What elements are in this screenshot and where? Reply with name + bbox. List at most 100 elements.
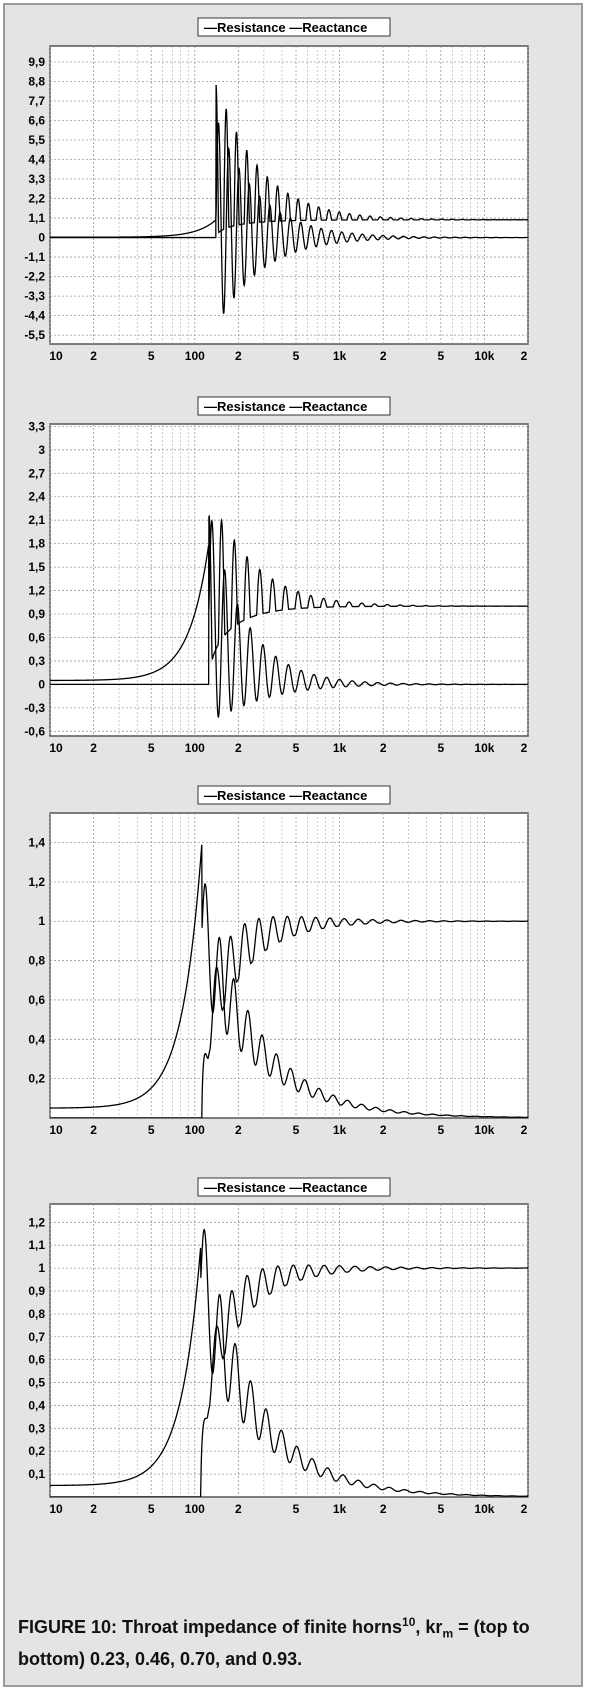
- x-tick-label: 10k: [474, 1123, 494, 1137]
- x-tick-label: 100: [185, 1502, 205, 1516]
- x-tick-label: 5: [293, 1502, 300, 1516]
- x-tick-label: 5: [148, 349, 155, 363]
- y-tick-label: 8,8: [28, 74, 45, 88]
- y-tick-label: -3,3: [24, 289, 45, 303]
- x-tick-label: 5: [293, 741, 300, 755]
- x-tick-label: 1k: [333, 349, 347, 363]
- x-tick-label: 2: [90, 1123, 97, 1137]
- chart-4: 1,2 1,1 1 0,9 0,8 0,7 0,6 0,5 0,4 0,3 0,2 0,1 10 2 5 10…: [28, 1177, 529, 1516]
- y-tick-label: -5,5: [24, 328, 45, 342]
- legend-text: —Resistance —Reactance: [204, 20, 367, 35]
- y-tick-label: 0,7: [28, 1330, 45, 1344]
- series-resistance: [50, 1264, 528, 1497]
- y-tick-label: 4,4: [28, 153, 45, 167]
- x-tick-label: 2: [521, 1123, 528, 1137]
- legend-text: —Resistance —Reactance: [204, 1180, 367, 1195]
- plot-area: [49, 1203, 529, 1498]
- y-tick-label: 0,5: [28, 1376, 45, 1390]
- y-tick-label: 1: [38, 1261, 45, 1275]
- caption-rest: = (top to bottom) 0.23, 0.46, 0.70, and …: [18, 1617, 530, 1669]
- y-tick-label: 1,5: [28, 560, 45, 574]
- y-tick-label: 2,1: [28, 513, 45, 527]
- x-tick-label: 5: [437, 741, 444, 755]
- legend-text: —Resistance —Reactance: [204, 788, 367, 803]
- x-tick-label: 2: [380, 1123, 387, 1137]
- y-tick-label: 2,7: [28, 466, 45, 480]
- y-tick-label: 2,2: [28, 192, 45, 206]
- y-tick-label: 0: [38, 677, 45, 691]
- x-tick-label: 100: [185, 349, 205, 363]
- y-tick-label: 0: [38, 231, 45, 245]
- legend-reactance: —Reactance: [286, 399, 368, 414]
- y-tick-label: 9,9: [28, 55, 45, 69]
- y-tick-label: 0,9: [28, 607, 45, 621]
- y-tick-label: 2,4: [28, 490, 45, 504]
- x-tick-label: 5: [437, 1502, 444, 1516]
- y-tick-label: 1,2: [28, 584, 45, 598]
- series-resistance: [50, 514, 528, 686]
- x-tick-label: 2: [521, 1502, 528, 1516]
- x-tick-label: 5: [293, 1123, 300, 1137]
- legend-box: [197, 17, 391, 37]
- y-tick-label: 1,8: [28, 537, 45, 551]
- y-tick-label: 0,4: [28, 1398, 45, 1412]
- series-reactance: [50, 519, 528, 719]
- x-tick-label: 2: [90, 741, 97, 755]
- y-tick-label: 0,8: [28, 954, 45, 968]
- y-tick-label: 7,7: [28, 94, 45, 108]
- legend-reactance: —Reactance: [286, 788, 368, 803]
- x-tick-label: 100: [185, 741, 205, 755]
- chart-3: 1,4 1,2 1 0,8 0,6 0,4 0,2 10 2 5 100 2 5 1k 2 5 10k 2 —Res…: [28, 785, 529, 1137]
- x-tick-label: 10: [49, 349, 63, 363]
- legend-resistance: —Resistance: [204, 1180, 286, 1195]
- caption-lead: FIGURE 10: Throat impedance of finite ho…: [18, 1617, 403, 1637]
- x-tick-label: 1k: [333, 1502, 347, 1516]
- legend-resistance: —Resistance: [204, 399, 286, 414]
- y-tick-label: 0,3: [28, 654, 45, 668]
- legend-resistance: —Resistance: [204, 788, 286, 803]
- x-tick-label: 5: [148, 1123, 155, 1137]
- x-tick-label: 2: [521, 349, 528, 363]
- legend-text: —Resistance —Reactance: [204, 399, 367, 414]
- x-tick-label: 2: [380, 1502, 387, 1516]
- y-tick-label: 0,9: [28, 1284, 45, 1298]
- legend-box: [197, 1177, 391, 1197]
- figure-caption: FIGURE 10: Throat impedance of finite ho…: [18, 1610, 573, 1672]
- x-tick-label: 2: [521, 741, 528, 755]
- legend-box: [197, 396, 391, 416]
- x-tick-label: 10k: [474, 741, 494, 755]
- y-tick-label: 1: [38, 914, 45, 928]
- x-tick-label: 10: [49, 1502, 63, 1516]
- y-tick-label: 0,6: [28, 993, 45, 1007]
- x-tick-label: 2: [380, 741, 387, 755]
- legend-box: [197, 785, 391, 805]
- series-reactance: [50, 1228, 528, 1497]
- y-tick-label: 5,5: [28, 133, 45, 147]
- x-tick-label: 5: [437, 1123, 444, 1137]
- series-resistance: [50, 84, 528, 239]
- x-tick-label: 5: [293, 349, 300, 363]
- y-tick-label: 0,3: [28, 1421, 45, 1435]
- x-tick-label: 2: [235, 349, 242, 363]
- x-tick-label: 2: [235, 1502, 242, 1516]
- x-tick-label: 2: [90, 1502, 97, 1516]
- y-tick-label: 0,4: [28, 1032, 45, 1046]
- plot-area: [49, 812, 529, 1119]
- y-tick-label: 3,3: [28, 172, 45, 186]
- legend-reactance: —Reactance: [286, 20, 368, 35]
- x-tick-label: 1k: [333, 741, 347, 755]
- x-tick-label: 2: [235, 1123, 242, 1137]
- x-tick-label: 5: [437, 349, 444, 363]
- y-tick-label: -2,2: [24, 270, 45, 284]
- y-tick-label: 3: [38, 443, 45, 457]
- x-tick-label: 5: [148, 1502, 155, 1516]
- y-tick-label: -4,4: [24, 309, 45, 323]
- caption-after-sup: , kr: [415, 1617, 443, 1637]
- x-tick-label: 1k: [333, 1123, 347, 1137]
- y-tick-label: 0,6: [28, 1353, 45, 1367]
- legend-reactance: —Reactance: [286, 1180, 368, 1195]
- caption-superscript: 10: [402, 1615, 416, 1629]
- x-tick-label: 2: [235, 741, 242, 755]
- y-tick-label: 1,4: [28, 836, 45, 850]
